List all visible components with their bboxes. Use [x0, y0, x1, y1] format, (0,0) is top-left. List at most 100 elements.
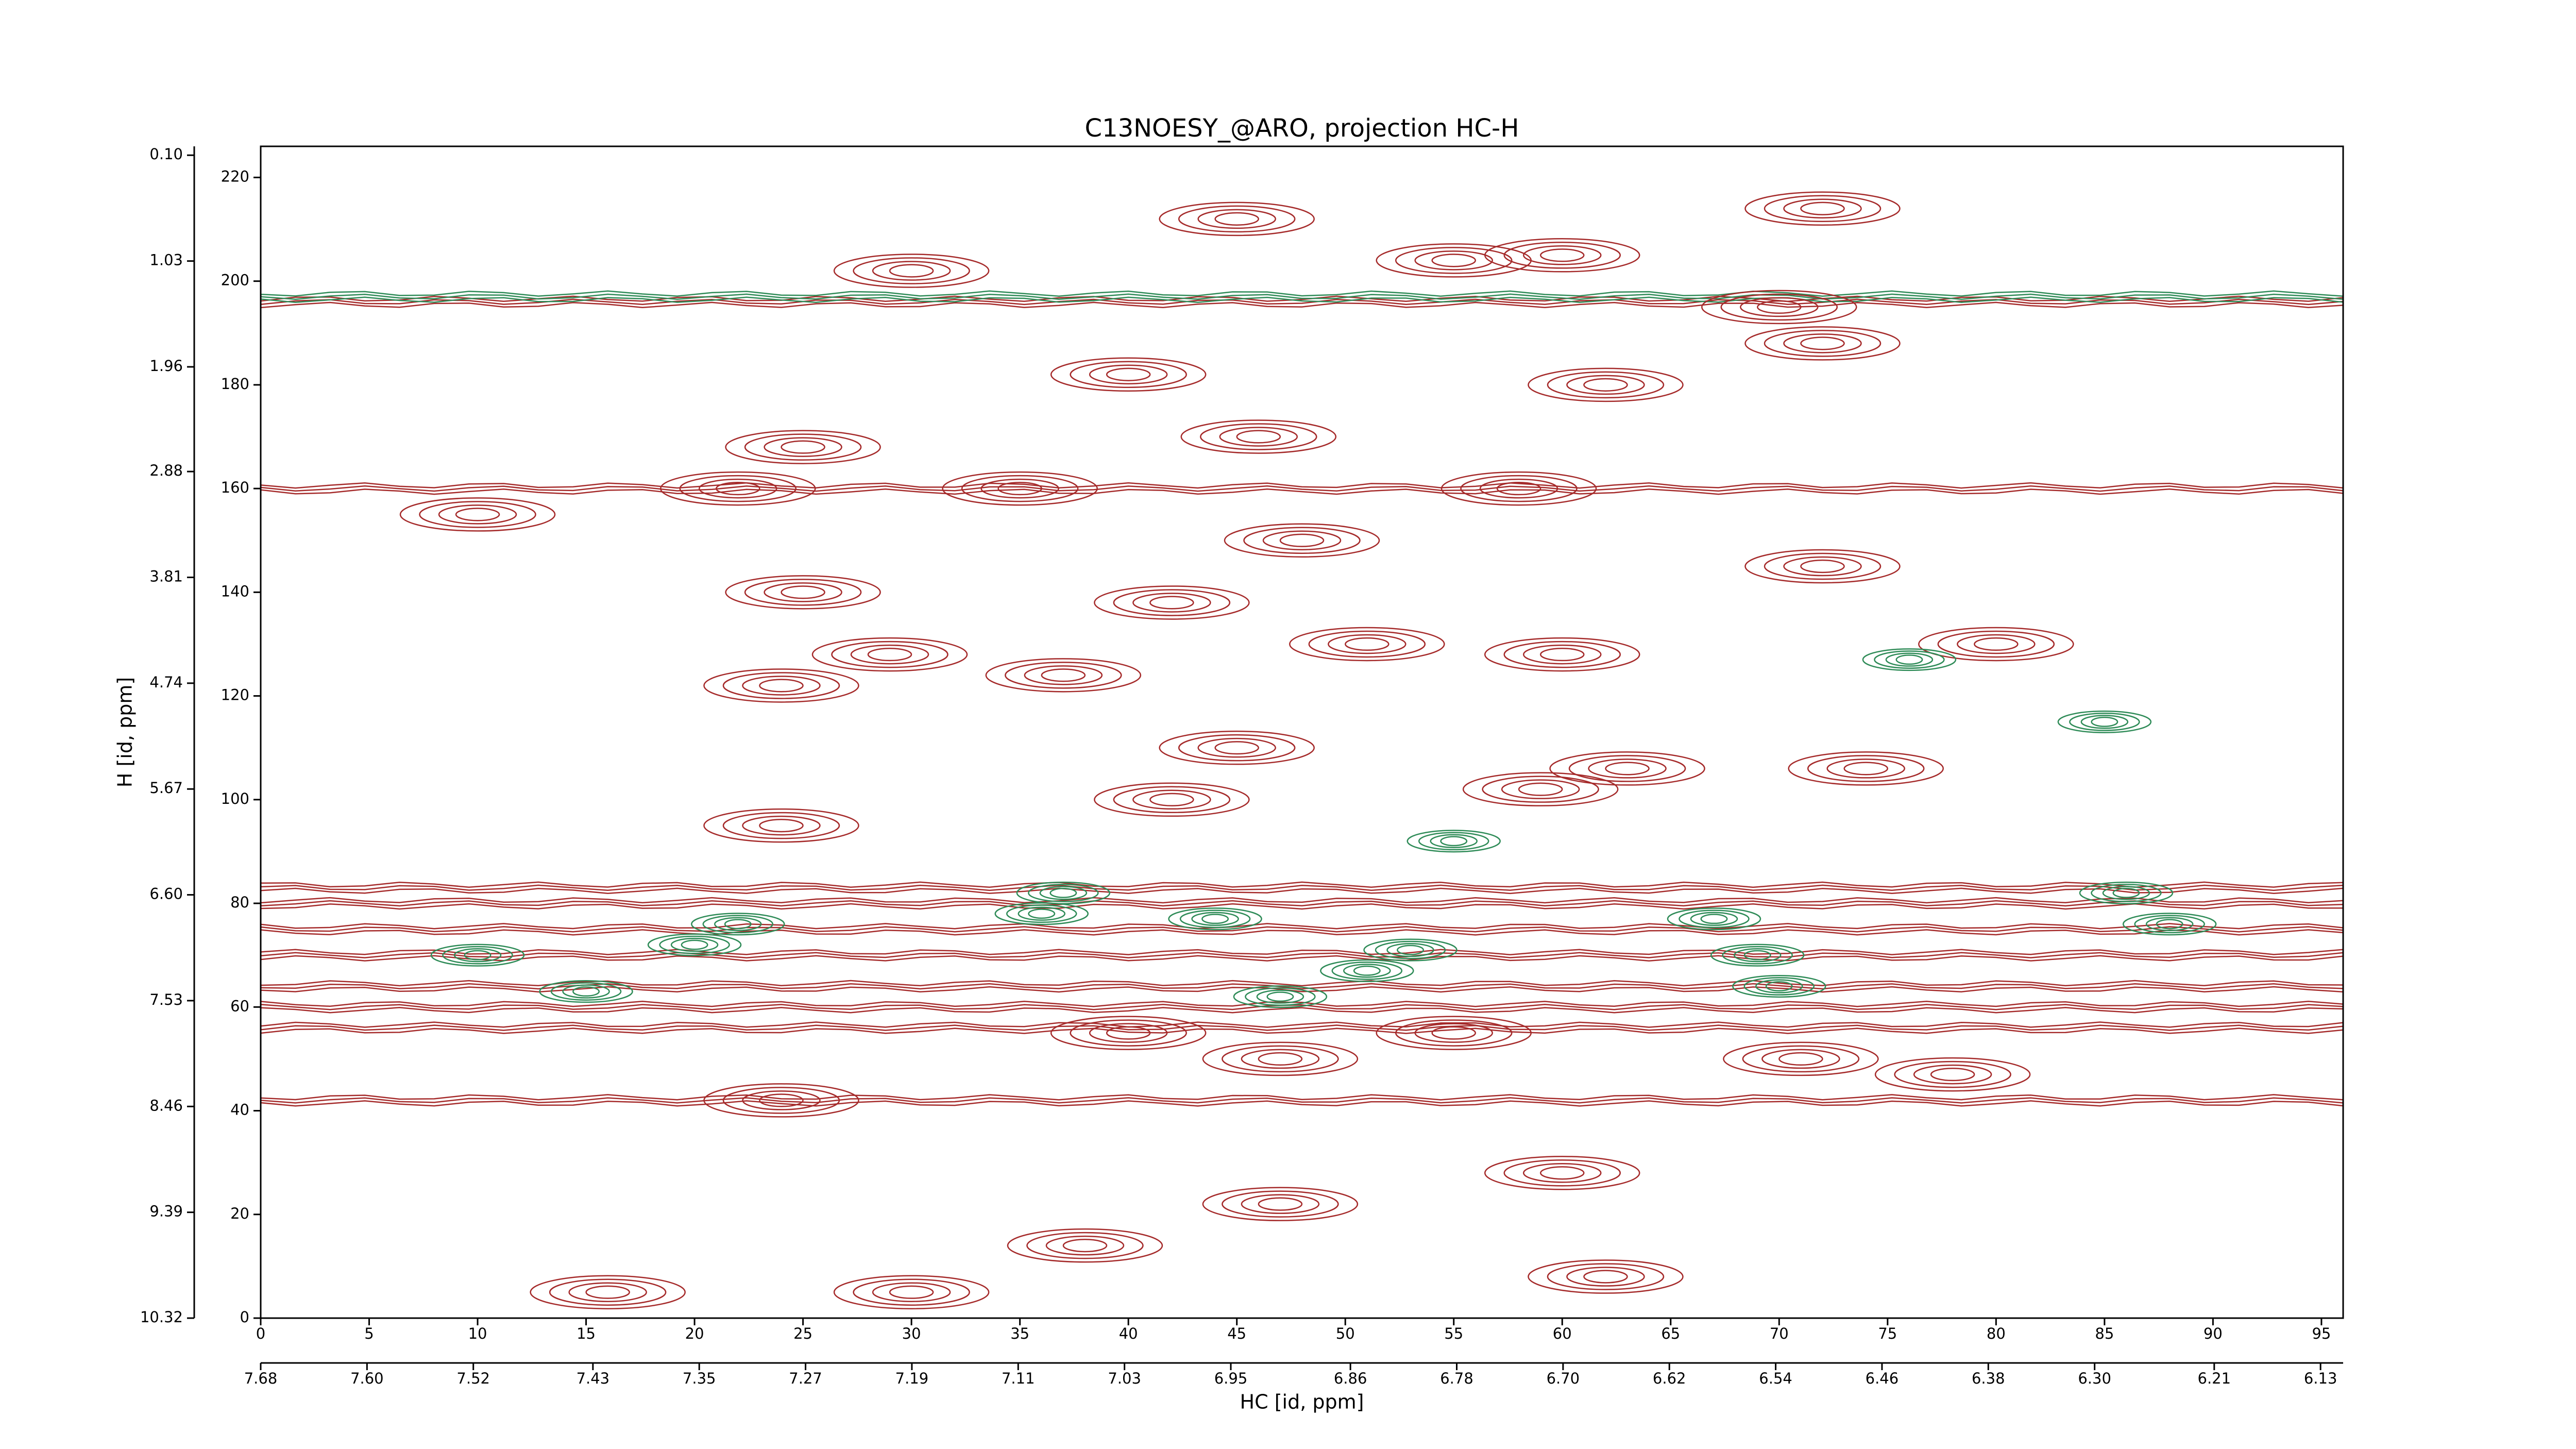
- contour-band: [260, 1100, 2344, 1107]
- contour-peak: [1149, 793, 1194, 806]
- contour-peak: [1783, 556, 1862, 577]
- contour-peak: [1462, 772, 1619, 806]
- x2-tick-label: 6.70: [1547, 1370, 1580, 1387]
- contour-peak: [1764, 195, 1882, 222]
- contour-peak: [1106, 367, 1151, 381]
- contour-peak: [1024, 665, 1103, 685]
- contour-peak: [1414, 1023, 1493, 1043]
- contour-peak: [1605, 762, 1650, 776]
- contour-peak: [1018, 906, 1065, 921]
- contour-peak: [742, 1090, 821, 1110]
- contour-peak: [1826, 759, 1905, 779]
- x-tick-label: 80: [1987, 1325, 2006, 1342]
- contour-peak: [1783, 198, 1862, 218]
- contour-peak: [1761, 1049, 1840, 1069]
- contour-band: [260, 897, 2344, 904]
- contour-peak: [961, 475, 1079, 502]
- contour-peak: [1710, 943, 1805, 967]
- contour-peak: [1049, 887, 1077, 898]
- contour-peak: [1484, 238, 1640, 273]
- contour-peak: [1007, 1228, 1163, 1263]
- x2-tick-label: 6.38: [1972, 1370, 2005, 1387]
- contour-peak: [1113, 589, 1231, 616]
- contour-peak: [699, 478, 777, 499]
- contour-peak: [833, 254, 990, 288]
- contour-peak: [1679, 909, 1750, 929]
- contour-peak: [1720, 293, 1838, 321]
- contour-peak: [1375, 940, 1446, 959]
- contour-band: [260, 903, 2343, 910]
- contour-band: [260, 1027, 2344, 1034]
- x-tick-label: 55: [1444, 1325, 1463, 1342]
- y-axis-label: H [id, ppm]: [114, 677, 137, 787]
- x2-tick-label: 6.13: [2304, 1370, 2337, 1387]
- x2-tick-label: 7.52: [456, 1370, 490, 1387]
- x-tick-label: 5: [364, 1325, 374, 1342]
- contour-peak: [1583, 1270, 1628, 1284]
- plot-frame: [260, 145, 2344, 1319]
- contour-peak: [980, 478, 1059, 499]
- contour-peak: [1353, 965, 1381, 976]
- contour-peak: [1523, 245, 1602, 265]
- contour-peak: [1755, 979, 1803, 993]
- contour-peak: [1241, 1194, 1320, 1214]
- contour-peak: [714, 917, 762, 931]
- contour-peak: [1740, 297, 1819, 317]
- contour-peak: [1178, 205, 1296, 233]
- contour-peak: [1460, 475, 1578, 502]
- contour-peak: [1045, 1235, 1125, 1256]
- y-tick-label: 220: [221, 167, 249, 185]
- contour-peak: [419, 501, 536, 528]
- contour-peak: [1159, 730, 1315, 765]
- contour-peak: [1179, 909, 1251, 929]
- contour-peak: [889, 1285, 934, 1299]
- contour-band: [260, 1094, 2344, 1101]
- contour-peak: [867, 647, 912, 662]
- x-tick-label: 45: [1227, 1325, 1246, 1342]
- contour-peak: [1202, 1041, 1359, 1076]
- contour-band: [260, 301, 2344, 309]
- contour-band: [260, 900, 2344, 907]
- contour-peak: [1937, 630, 2055, 658]
- contour-peak: [1566, 375, 1645, 395]
- contour-peak: [647, 933, 742, 956]
- contour-peak: [1479, 478, 1558, 499]
- contour-peak: [1722, 946, 1793, 965]
- contour-peak: [1219, 427, 1298, 447]
- x-axis-label: HC [id, ppm]: [1240, 1391, 1364, 1413]
- y-tick-label: 140: [221, 582, 249, 600]
- contour-band: [260, 983, 2344, 990]
- contour-peak: [853, 1278, 970, 1306]
- contour-peak: [1039, 886, 1088, 900]
- contour-peak: [1566, 1267, 1645, 1287]
- contour-peak: [725, 575, 881, 610]
- contour-band: [260, 1024, 2344, 1031]
- contour-peak: [2156, 919, 2183, 930]
- contour-peak: [681, 939, 708, 950]
- contour-peak: [1089, 364, 1168, 384]
- contour-peak: [1503, 641, 1621, 668]
- contour-peak: [1974, 637, 2019, 651]
- x-tick-label: 85: [2095, 1325, 2114, 1342]
- contour-band: [260, 1097, 2344, 1104]
- contour-peak: [1200, 423, 1317, 450]
- contour-peak: [1094, 782, 1250, 817]
- contour-peak: [1406, 830, 1501, 853]
- contour-band: [260, 952, 2344, 958]
- contour-peak: [1258, 1197, 1303, 1211]
- contour-peak: [1742, 1045, 1860, 1073]
- contour-peak: [1343, 964, 1391, 978]
- contour-peak: [2134, 915, 2205, 934]
- contour-peak: [679, 475, 797, 502]
- contour-peak: [831, 641, 948, 668]
- contour-peak: [1503, 1159, 1621, 1187]
- contour-peak: [764, 582, 842, 602]
- contour-peak: [2112, 887, 2140, 898]
- contour-band: [260, 884, 2344, 891]
- contour-peak: [1588, 759, 1667, 779]
- contour-peak: [781, 585, 825, 599]
- contour-peak: [1440, 836, 1468, 847]
- contour-peak: [1241, 1049, 1320, 1069]
